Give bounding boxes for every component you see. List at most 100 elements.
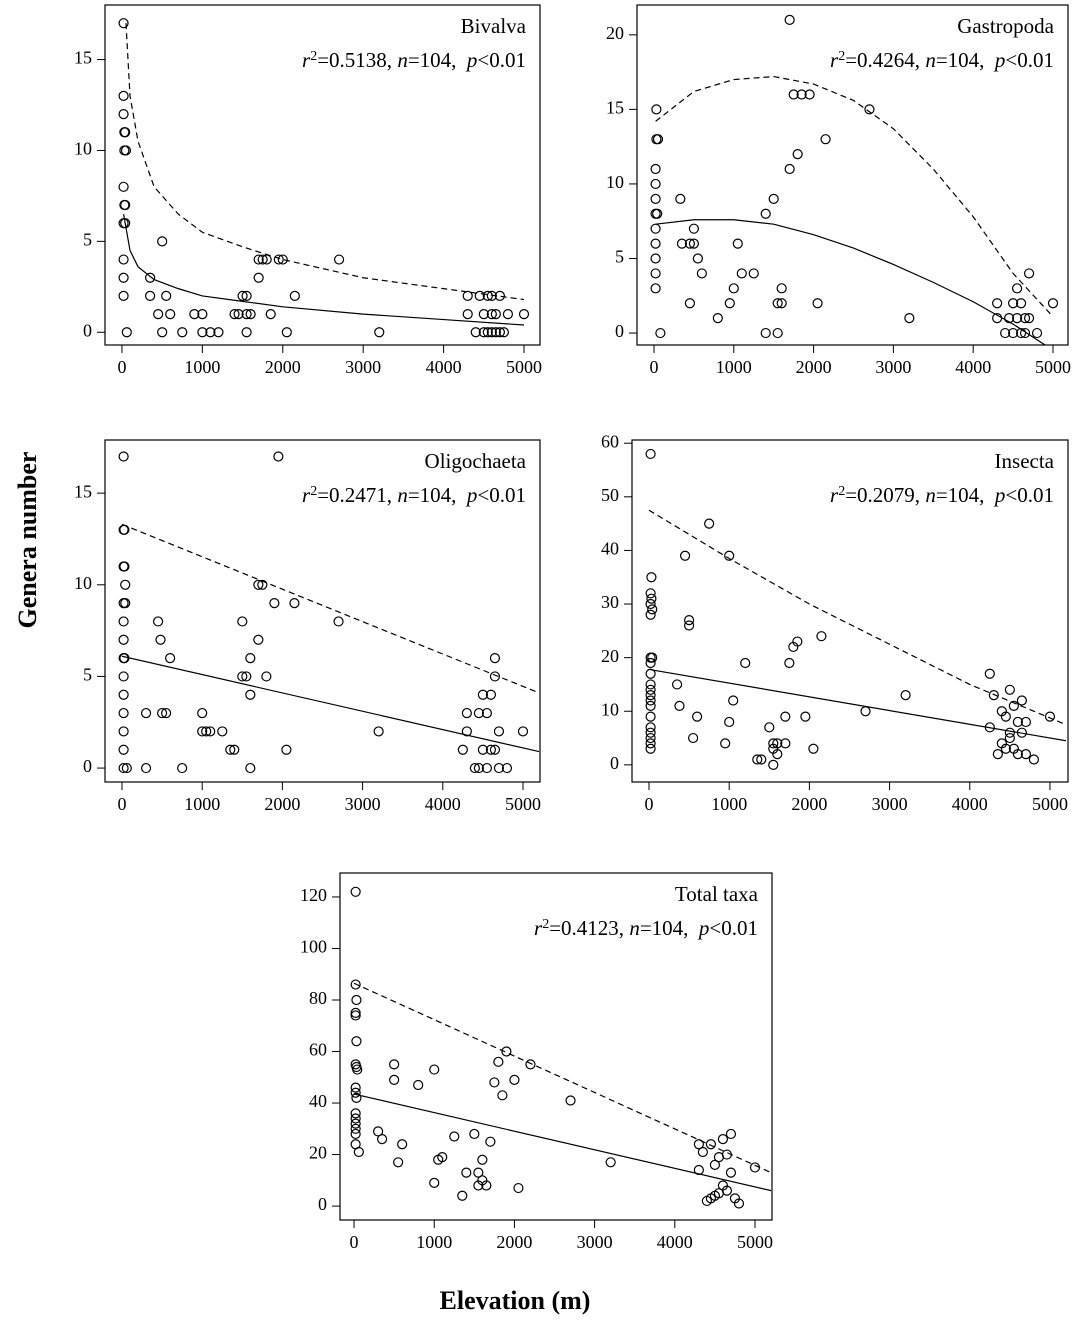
point — [772, 749, 783, 760]
y-tick-label: 5 — [83, 665, 92, 685]
point — [712, 313, 723, 324]
point — [478, 327, 489, 338]
point — [728, 283, 739, 294]
y-tick-label: 30 — [601, 592, 619, 612]
plot-frame — [631, 439, 1069, 783]
point — [679, 550, 691, 561]
x-tick-label: 1000 — [184, 357, 220, 377]
point — [1000, 743, 1011, 754]
x-tick-label: 2000 — [264, 794, 300, 814]
fit-line — [125, 23, 525, 301]
plot-area — [118, 451, 540, 774]
point — [393, 1157, 404, 1168]
point — [253, 272, 264, 283]
point — [498, 327, 509, 338]
point — [645, 448, 656, 460]
point — [121, 762, 132, 774]
y-tick-label: 15 — [74, 48, 92, 68]
point — [197, 726, 208, 737]
point — [792, 636, 803, 647]
point — [265, 308, 276, 320]
point — [277, 254, 288, 265]
point — [1019, 327, 1031, 339]
point — [768, 738, 779, 749]
point — [1020, 716, 1031, 728]
point — [118, 18, 129, 29]
point — [1004, 684, 1015, 695]
point — [650, 163, 661, 175]
point — [650, 193, 661, 204]
point — [161, 707, 172, 719]
point — [118, 272, 129, 283]
point — [351, 1036, 362, 1047]
panel-title: Oligochaeta — [425, 449, 527, 473]
fit-line — [353, 1093, 772, 1192]
point — [373, 726, 384, 737]
point — [350, 886, 361, 897]
point — [413, 1079, 424, 1091]
point — [350, 1010, 361, 1021]
point — [119, 524, 130, 535]
annotation-part: <0.01 — [1005, 48, 1054, 72]
x-tick-label: 0 — [118, 794, 127, 814]
point — [241, 290, 252, 302]
point — [493, 762, 505, 774]
point — [788, 89, 799, 100]
point — [984, 668, 995, 679]
annotation: r2=0.4123, n=104, p<0.01 — [534, 916, 758, 940]
point — [489, 744, 501, 755]
x-tick-label: 2000 — [796, 357, 832, 377]
point — [457, 1190, 468, 1201]
point — [189, 308, 200, 320]
point — [273, 451, 284, 462]
annotation-part: 2 — [310, 49, 317, 64]
annotation-part: n — [397, 483, 408, 507]
point — [1004, 732, 1015, 744]
point — [350, 1087, 361, 1098]
point — [161, 290, 172, 302]
point — [732, 238, 743, 249]
point — [1004, 313, 1015, 324]
point — [749, 1162, 761, 1173]
x-tick-label: 4000 — [952, 794, 988, 814]
point — [497, 1090, 508, 1101]
x-tick-label: 0 — [645, 794, 654, 814]
point — [119, 561, 130, 572]
x-tick-label: 3000 — [872, 794, 908, 814]
annotation-part: =0.2079, — [845, 483, 925, 507]
point — [205, 726, 216, 737]
point — [118, 726, 129, 737]
point — [1016, 727, 1027, 738]
point — [333, 254, 345, 265]
point — [473, 1167, 484, 1178]
annotation-part: 2 — [838, 49, 845, 64]
annotation: r2=0.5138, n=104, p<0.01 — [302, 48, 526, 72]
point — [245, 653, 256, 664]
point — [457, 744, 468, 755]
point — [350, 1123, 361, 1134]
y-tick-label: 60 — [309, 1040, 327, 1060]
y-tick-label: 0 — [318, 1194, 327, 1214]
point — [470, 327, 481, 338]
plot-frame — [104, 439, 541, 783]
plot-area — [645, 448, 1067, 770]
annotation-part: n — [397, 48, 408, 72]
y-tick-label: 20 — [601, 646, 619, 666]
panel: 0 1000 2000 3000 4000 5000 0 20 40 60 80 100 120 Tota… — [300, 872, 773, 1252]
point — [372, 1126, 384, 1137]
point — [140, 707, 152, 719]
point — [461, 1167, 472, 1178]
point — [229, 744, 240, 755]
point — [645, 743, 656, 754]
annotation-part: p — [697, 916, 710, 940]
plot-frame — [339, 872, 773, 1221]
point — [650, 253, 661, 264]
point — [257, 254, 268, 265]
point — [988, 690, 999, 701]
point — [377, 1134, 388, 1145]
annotation-part: =104, — [408, 483, 467, 507]
fit-line — [655, 219, 1046, 345]
point — [645, 700, 656, 711]
point — [517, 726, 529, 737]
